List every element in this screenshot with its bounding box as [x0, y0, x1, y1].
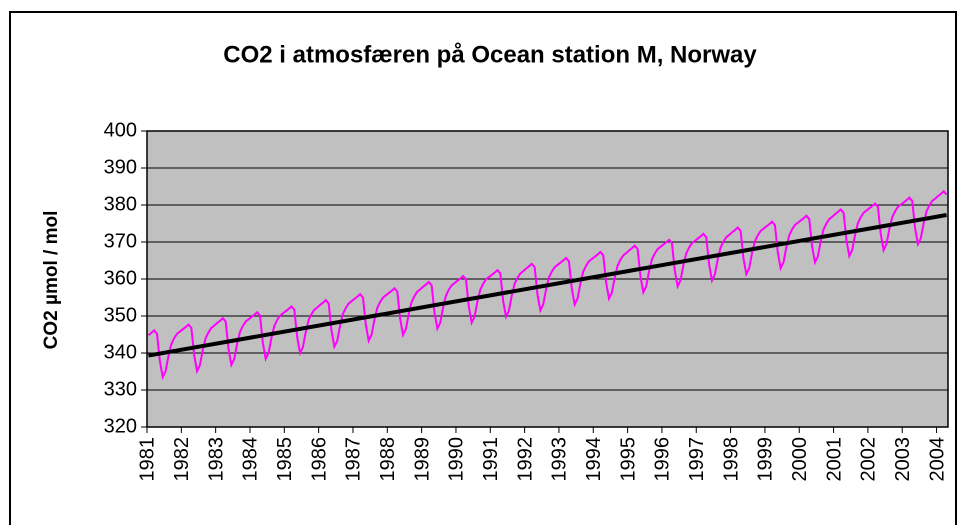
y-tick-label: 350	[104, 304, 137, 326]
y-tick-label: 340	[104, 341, 137, 363]
y-tick-label: 380	[104, 193, 137, 215]
x-tick-label: 1999	[755, 437, 777, 482]
x-tick-label: 1989	[411, 437, 433, 482]
x-tick-label: 1997	[686, 437, 708, 482]
x-tick-label: 1992	[514, 437, 536, 482]
x-tick-label: 2002	[858, 437, 880, 482]
y-tick-label: 360	[104, 267, 137, 289]
x-tick-label: 1995	[617, 437, 639, 482]
x-tick-label: 1986	[308, 437, 330, 482]
x-tick-label: 2001	[823, 437, 845, 482]
x-tick-label: 1988	[377, 437, 399, 482]
y-tick-label: 370	[104, 230, 137, 252]
chart-title: CO2 i atmosfæren på Ocean station M, Nor…	[223, 41, 757, 68]
y-tick-label: 330	[104, 378, 137, 400]
x-tick-label: 2003	[892, 437, 914, 482]
x-tick-label: 2000	[789, 437, 811, 482]
x-tick-label: 1984	[240, 437, 262, 482]
y-axis-label: CO2 µmol / mol	[41, 211, 62, 350]
x-tick-label: 1983	[205, 437, 227, 482]
x-tick-label: 1981	[137, 437, 159, 482]
plot-border	[146, 130, 949, 428]
y-tick-label: 320	[104, 415, 137, 437]
x-tick-label: 1996	[652, 437, 674, 482]
x-tick-label: 1994	[583, 437, 605, 482]
trend-line	[148, 213, 947, 358]
x-tick-label: 2004	[926, 437, 948, 482]
x-tick-label: 1990	[446, 437, 468, 482]
y-tick-label: 390	[104, 156, 137, 178]
y-tick-label: 400	[104, 119, 137, 141]
x-tick-label: 1985	[274, 437, 296, 482]
x-tick-label: 1982	[171, 437, 193, 482]
x-tick-label: 1987	[343, 437, 365, 482]
x-tick-label: 1998	[720, 437, 742, 482]
x-tick-label: 1993	[549, 437, 571, 482]
x-tick-label: 1991	[480, 437, 502, 482]
